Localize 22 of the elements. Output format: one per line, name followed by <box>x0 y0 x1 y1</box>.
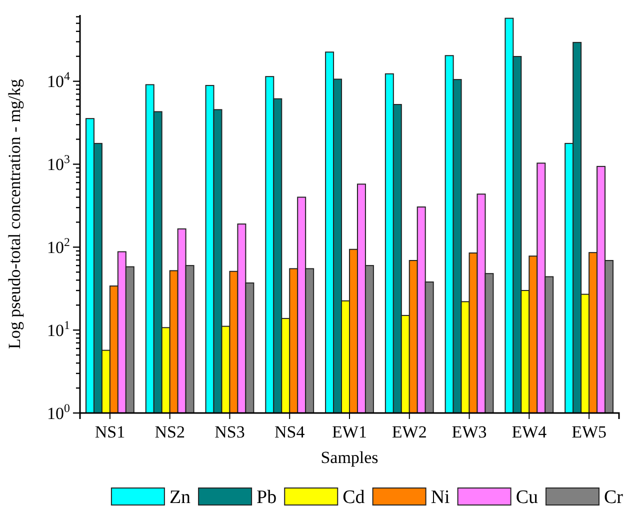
x-tick-label: EW1 <box>332 422 367 442</box>
x-axis-title: Samples <box>320 448 378 467</box>
y-tick-label: 10$^{1}$ <box>47 318 70 340</box>
legend-label: Cd <box>342 487 366 508</box>
x-tick-label: NS3 <box>214 422 245 442</box>
x-tick-label: NS4 <box>274 422 306 442</box>
x-tick-label: EW5 <box>572 422 607 442</box>
legend-label: Pb <box>256 487 277 508</box>
legend-label: Ni <box>430 487 450 508</box>
legend-label: Zn <box>169 487 192 508</box>
x-tick-label: EW2 <box>392 422 427 442</box>
x-tick-label: EW4 <box>512 422 548 442</box>
y-tick-label: 10$^{0}$ <box>47 400 70 423</box>
y-tick-label: 10$^{2}$ <box>47 235 70 258</box>
x-tick-label: NS1 <box>94 422 126 442</box>
y-tick-label: 10$^{3}$ <box>47 152 70 174</box>
legend-label: Cr <box>604 487 624 508</box>
y-axis-title: Log pseudo-total concentration - mg/kg <box>5 78 24 350</box>
legend-label: Cu <box>516 487 538 508</box>
x-tick-label: NS2 <box>154 422 185 442</box>
x-tick-label: EW3 <box>452 422 487 442</box>
y-tick-label: 10$^{4}$ <box>47 69 70 92</box>
